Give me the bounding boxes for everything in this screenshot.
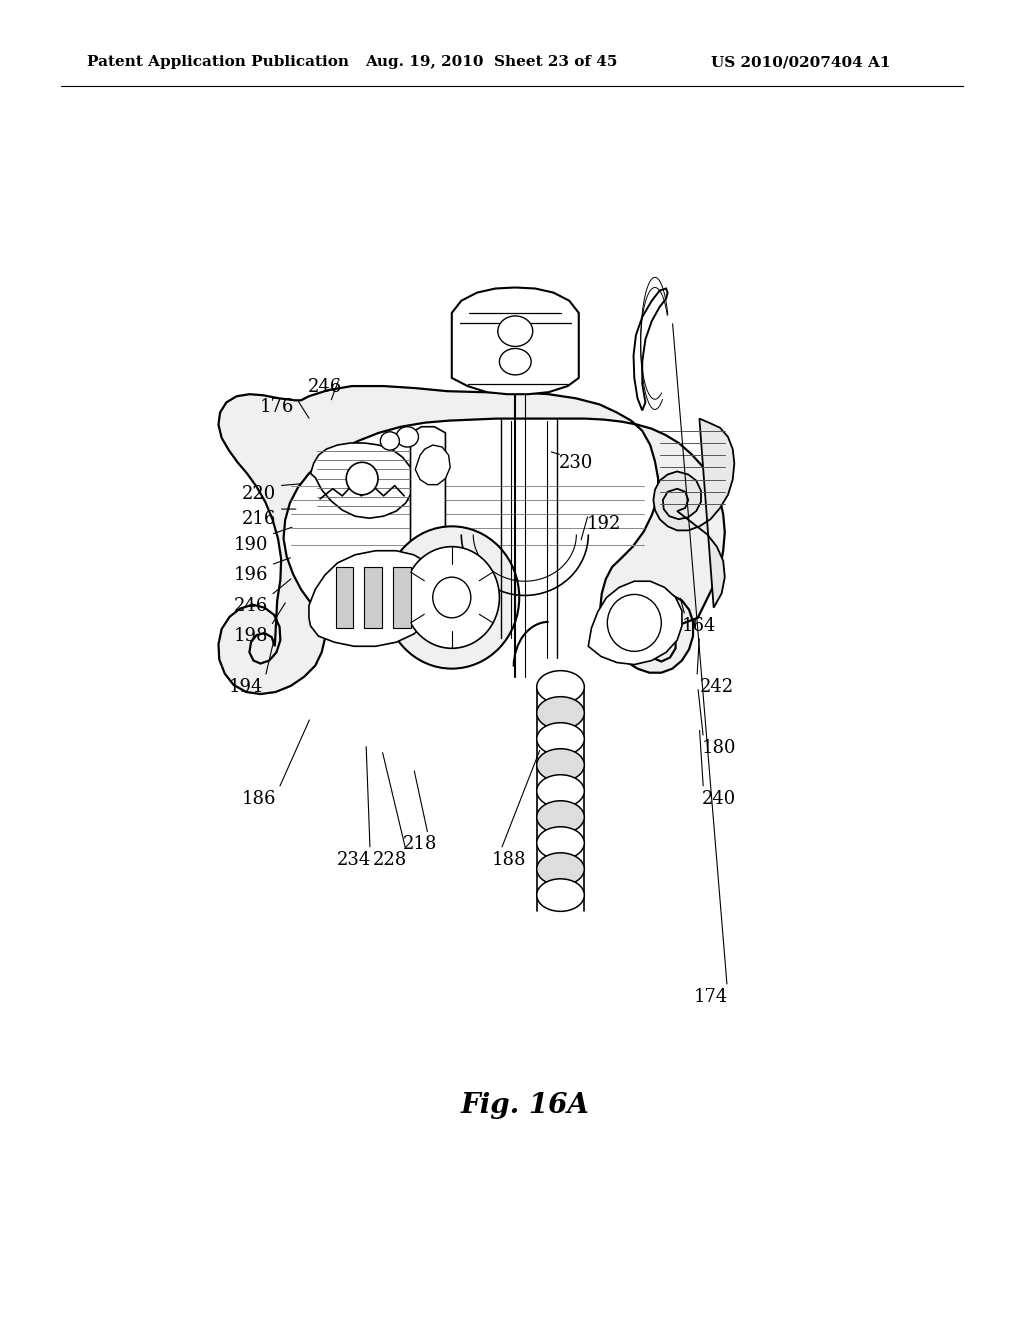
Ellipse shape: [396, 426, 419, 447]
Text: 246: 246: [307, 378, 342, 396]
Text: 240: 240: [702, 789, 736, 808]
Text: Patent Application Publication: Patent Application Publication: [87, 55, 349, 70]
Ellipse shape: [537, 748, 585, 781]
Text: 218: 218: [402, 836, 437, 854]
Ellipse shape: [433, 577, 471, 618]
Text: 188: 188: [492, 850, 526, 869]
Text: 196: 196: [233, 566, 268, 585]
Text: 242: 242: [699, 678, 734, 696]
Ellipse shape: [607, 594, 662, 651]
Text: 234: 234: [337, 850, 372, 869]
Polygon shape: [365, 568, 382, 628]
Polygon shape: [452, 288, 579, 395]
Text: 176: 176: [260, 399, 294, 416]
Polygon shape: [588, 581, 682, 664]
Text: 194: 194: [228, 678, 262, 696]
Polygon shape: [634, 289, 668, 411]
Ellipse shape: [537, 775, 585, 808]
Ellipse shape: [537, 697, 585, 729]
Text: 228: 228: [373, 850, 407, 869]
Text: 246: 246: [233, 597, 268, 615]
Text: 192: 192: [587, 515, 622, 533]
Text: Aug. 19, 2010  Sheet 23 of 45: Aug. 19, 2010 Sheet 23 of 45: [366, 55, 617, 70]
Text: 186: 186: [242, 789, 276, 808]
Text: 164: 164: [682, 616, 717, 635]
Polygon shape: [336, 568, 353, 628]
Ellipse shape: [537, 826, 585, 859]
Ellipse shape: [498, 315, 532, 346]
Polygon shape: [309, 550, 442, 647]
Ellipse shape: [380, 432, 399, 450]
Ellipse shape: [500, 348, 531, 375]
Ellipse shape: [404, 546, 500, 648]
Polygon shape: [310, 444, 414, 519]
Text: 216: 216: [242, 511, 276, 528]
Ellipse shape: [537, 853, 585, 886]
Ellipse shape: [537, 723, 585, 755]
Ellipse shape: [346, 462, 378, 495]
Text: 190: 190: [233, 536, 268, 553]
Text: 174: 174: [694, 987, 728, 1006]
Ellipse shape: [537, 671, 585, 704]
Ellipse shape: [537, 801, 585, 833]
Polygon shape: [393, 568, 411, 628]
Polygon shape: [416, 445, 451, 484]
Text: Fig. 16A: Fig. 16A: [461, 1092, 589, 1119]
Ellipse shape: [537, 879, 585, 911]
Ellipse shape: [384, 527, 519, 669]
Text: US 2010/0207404 A1: US 2010/0207404 A1: [712, 55, 891, 70]
Polygon shape: [218, 385, 725, 694]
Text: 198: 198: [233, 627, 268, 645]
Text: 220: 220: [242, 484, 276, 503]
Text: 230: 230: [559, 454, 594, 473]
Text: 180: 180: [702, 739, 736, 756]
Polygon shape: [653, 418, 734, 607]
Polygon shape: [411, 426, 445, 557]
